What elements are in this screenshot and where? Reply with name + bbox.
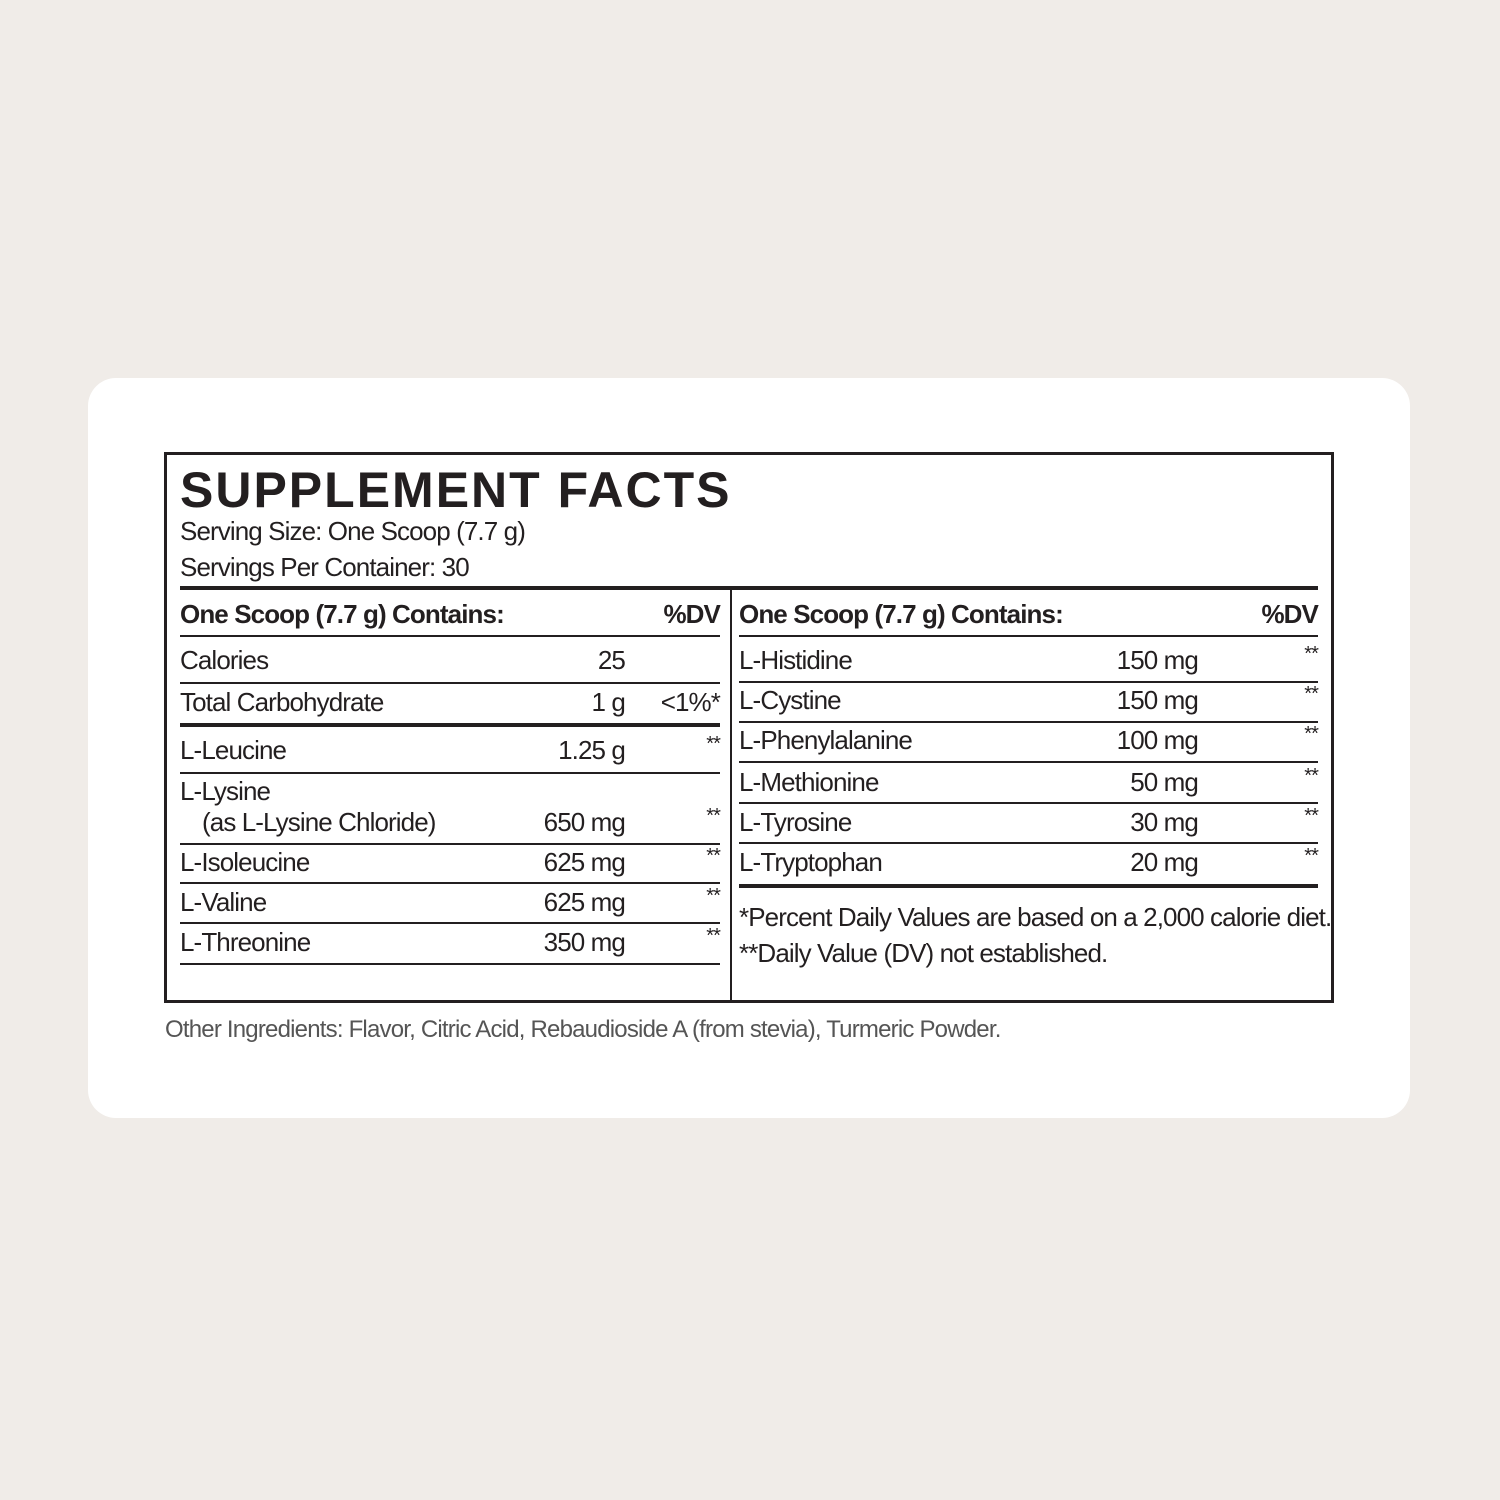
ingredient-name: L-Leucine bbox=[180, 735, 287, 765]
daily-value: ** bbox=[706, 885, 721, 907]
card bbox=[88, 378, 1410, 1118]
amount: 150 mg bbox=[1116, 645, 1199, 675]
amount: 50 mg bbox=[1130, 767, 1199, 797]
rule bbox=[730, 588, 732, 1000]
footnote: *Percent Daily Values are based on a 2,0… bbox=[739, 902, 1332, 932]
amount: 1.25 g bbox=[558, 735, 626, 765]
amount: 20 mg bbox=[1130, 847, 1199, 877]
rule bbox=[180, 586, 1318, 590]
amount: 1 g bbox=[591, 687, 626, 717]
daily-value: ** bbox=[706, 845, 721, 867]
ingredient-name: Calories bbox=[180, 645, 269, 675]
dv-header: %DV bbox=[663, 599, 720, 629]
column-header: One Scoop (7.7 g) Contains: bbox=[180, 599, 505, 629]
rule bbox=[180, 635, 720, 637]
rule bbox=[180, 963, 720, 965]
dv-header: %DV bbox=[1261, 599, 1318, 629]
rule bbox=[739, 681, 1318, 683]
rule bbox=[180, 682, 720, 684]
ingredient-name: L-Lysine bbox=[180, 776, 271, 806]
amount: 30 mg bbox=[1130, 807, 1199, 837]
daily-value: ** bbox=[1304, 683, 1319, 705]
daily-value: ** bbox=[706, 805, 721, 827]
rule bbox=[739, 761, 1318, 763]
serving-size: Serving Size: One Scoop (7.7 g) bbox=[180, 516, 526, 546]
daily-value: ** bbox=[706, 925, 721, 947]
amount: 350 mg bbox=[543, 927, 626, 957]
ingredient-name: L-Valine bbox=[180, 887, 267, 917]
footnote: **Daily Value (DV) not established. bbox=[739, 938, 1108, 968]
ingredient-name: L-Cystine bbox=[739, 685, 842, 715]
amount: 650 mg bbox=[543, 807, 626, 837]
amount: 625 mg bbox=[543, 847, 626, 877]
daily-value: ** bbox=[1304, 723, 1319, 745]
ingredient-name: L-Tryptophan bbox=[739, 847, 883, 877]
rule bbox=[180, 723, 720, 727]
daily-value: ** bbox=[1304, 765, 1319, 787]
ingredient-name: L-Tyrosine bbox=[739, 807, 852, 837]
facts-box bbox=[164, 452, 1334, 1003]
ingredient-name: L-Threonine bbox=[180, 927, 311, 957]
rule bbox=[180, 882, 720, 884]
rule bbox=[739, 721, 1318, 723]
amount: 625 mg bbox=[543, 887, 626, 917]
servings-per-container: Servings Per Container: 30 bbox=[180, 552, 470, 582]
daily-value: ** bbox=[1304, 845, 1319, 867]
ingredient-name: L-Histidine bbox=[739, 645, 853, 675]
ingredient-name: L-Isoleucine bbox=[180, 847, 310, 877]
rule bbox=[739, 842, 1318, 844]
rule bbox=[739, 884, 1318, 888]
title: SUPPLEMENT FACTS bbox=[180, 462, 732, 518]
rule bbox=[739, 635, 1318, 637]
ingredient-note: (as L-Lysine Chloride) bbox=[202, 807, 436, 837]
amount: 150 mg bbox=[1116, 685, 1199, 715]
rule bbox=[180, 772, 720, 774]
daily-value: ** bbox=[706, 733, 721, 755]
other-ingredients: Other Ingredients: Flavor, Citric Acid, … bbox=[165, 1016, 1001, 1043]
daily-value: ** bbox=[1304, 643, 1319, 665]
rule bbox=[739, 802, 1318, 804]
rule bbox=[180, 922, 720, 924]
ingredient-name: L-Methionine bbox=[739, 767, 879, 797]
ingredient-name: Total Carbohydrate bbox=[180, 687, 384, 717]
daily-value: <1%* bbox=[660, 687, 721, 717]
daily-value: ** bbox=[1304, 805, 1319, 827]
ingredient-name: L-Phenylalanine bbox=[739, 725, 913, 755]
amount: 25 bbox=[597, 645, 626, 675]
column-header: One Scoop (7.7 g) Contains: bbox=[739, 599, 1064, 629]
amount: 100 mg bbox=[1116, 725, 1199, 755]
rule bbox=[180, 843, 720, 845]
